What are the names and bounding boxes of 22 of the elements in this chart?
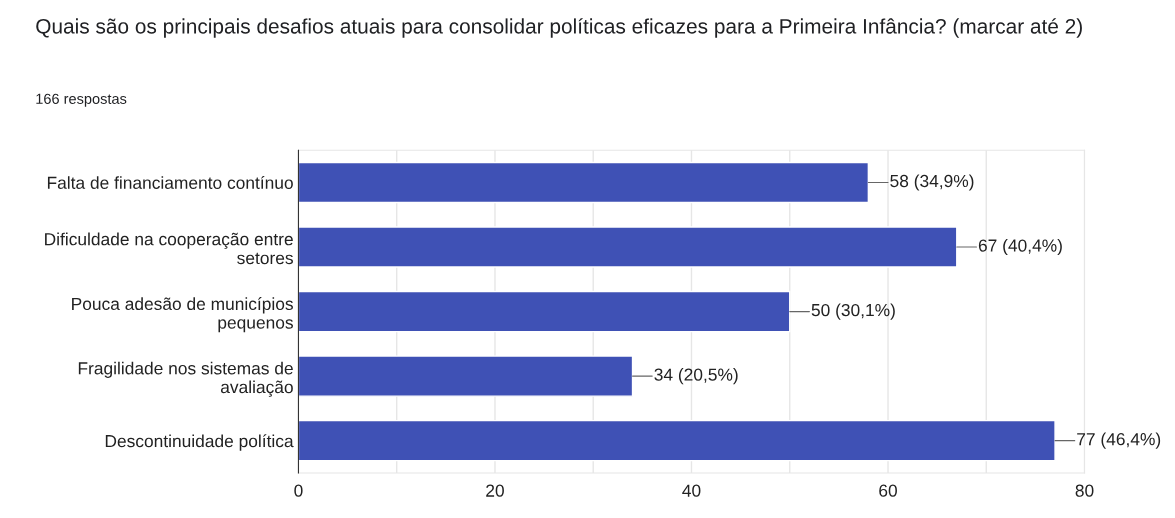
chart-title: Quais são os principais desafios atuais para consolidar políticas eficazes para a Primeira Infância? (marcar até 2) [36,18,1082,38]
data-label: 34 (20,5%) [654,368,738,385]
x-tick-label: 40 [682,484,701,497]
data-label: 50 (30,1%) [811,303,895,320]
y-tick-label: Fragilidade nos sistemas de avaliação [78,361,293,397]
data-label: 77 (46,4%) [1077,432,1161,449]
data-label: 58 (34,9%) [890,174,974,191]
y-tick-label: Falta de financiamento contínuo [47,176,293,189]
x-tick-label: 80 [1075,484,1094,497]
x-tick-label: 20 [486,484,504,497]
y-tick-label: Dificuldade na cooperação entre setores [45,232,293,265]
text: 166 respostas [36,93,127,107]
x-tick-label: 60 [879,484,897,497]
bar [298,419,1056,462]
y-tick-label: Pouca adesão de municípios pequenos [72,297,293,333]
bar [298,226,958,268]
x-tick-label: 0 [294,484,303,497]
bar [298,161,870,204]
data-label: 67 (40,4%) [978,238,1062,256]
bar [298,290,791,333]
y-tick-label: Descontinuidade política [105,434,294,451]
bar [298,355,634,397]
